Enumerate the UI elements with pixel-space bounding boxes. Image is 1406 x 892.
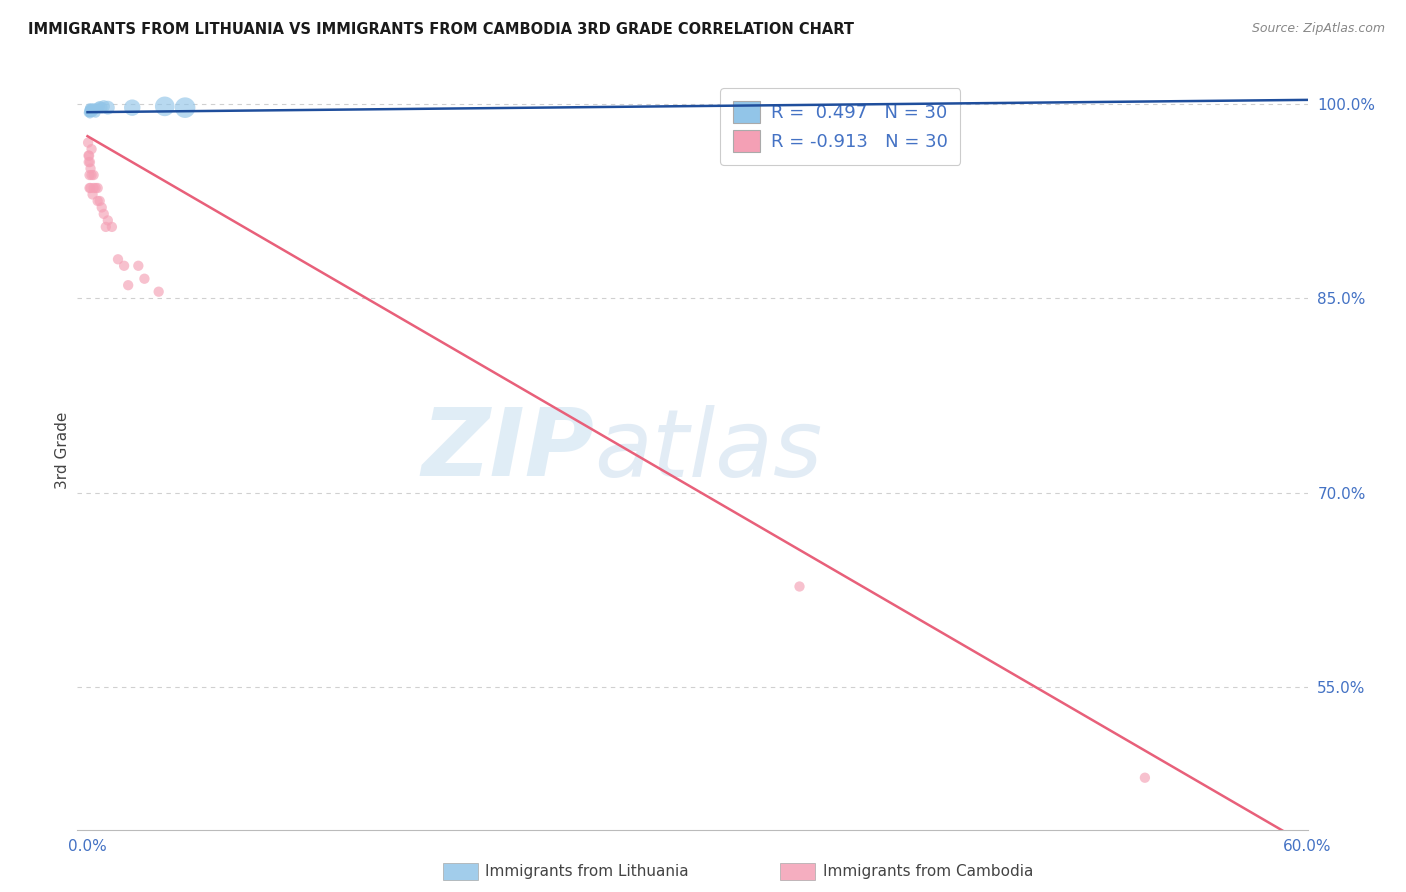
Point [83,101,105,115]
Point [77,155,100,169]
Point [83,168,105,182]
Point [83,104,105,119]
Point [80,142,103,156]
Point [79,181,101,195]
Y-axis label: 3rd Grade: 3rd Grade [55,412,70,489]
Point [89,194,111,208]
Point [80,104,103,119]
Point [79,107,101,121]
Point [77,105,100,120]
Point [77,102,100,116]
Text: Source: ZipAtlas.com: Source: ZipAtlas.com [1251,22,1385,36]
Point [79,168,101,182]
Point [77,103,100,118]
Point [79,181,101,195]
Point [101,219,124,234]
Legend: R =  0.497   N = 30, R = -0.913   N = 30: R = 0.497 N = 30, R = -0.913 N = 30 [720,88,960,164]
Point [89,99,111,113]
Point [80,101,103,115]
Text: IMMIGRANTS FROM LITHUANIA VS IMMIGRANTS FROM CAMBODIA 3RD GRADE CORRELATION CHAR: IMMIGRANTS FROM LITHUANIA VS IMMIGRANTS … [28,22,853,37]
Point [79,104,101,119]
Point [77,148,100,162]
Text: ZIP: ZIP [422,404,595,497]
Point [79,161,101,176]
Point [134,271,156,285]
Point [787,579,810,593]
Point [107,252,129,267]
Point [84,105,107,120]
Point [86,181,108,195]
Point [79,101,101,115]
Point [79,103,101,118]
Point [127,259,149,273]
Point [117,278,139,293]
Point [97,101,120,115]
Point [174,101,197,115]
Point [93,207,115,221]
Point [121,101,143,115]
Point [77,105,100,120]
Point [77,104,100,119]
Point [1133,771,1156,785]
Point [93,99,115,113]
Point [112,259,135,273]
Point [84,181,107,195]
Point [153,99,176,113]
Point [82,187,104,202]
Point [79,102,101,116]
Point [90,201,112,215]
Text: atlas: atlas [595,405,823,496]
Point [82,102,104,116]
Point [80,168,103,182]
Point [84,102,107,116]
Point [77,136,100,150]
Text: Immigrants from Cambodia: Immigrants from Cambodia [823,864,1033,879]
Point [82,105,104,120]
Point [83,181,105,195]
Text: Immigrants from Lithuania: Immigrants from Lithuania [485,864,689,879]
Point [86,194,108,208]
Point [94,219,117,234]
Point [86,101,108,115]
Point [90,101,112,115]
Point [80,103,103,118]
Point [80,104,103,119]
Point [77,148,100,162]
Point [97,213,120,227]
Point [148,285,170,299]
Point [79,155,101,169]
Point [79,105,101,120]
Point [83,103,105,118]
